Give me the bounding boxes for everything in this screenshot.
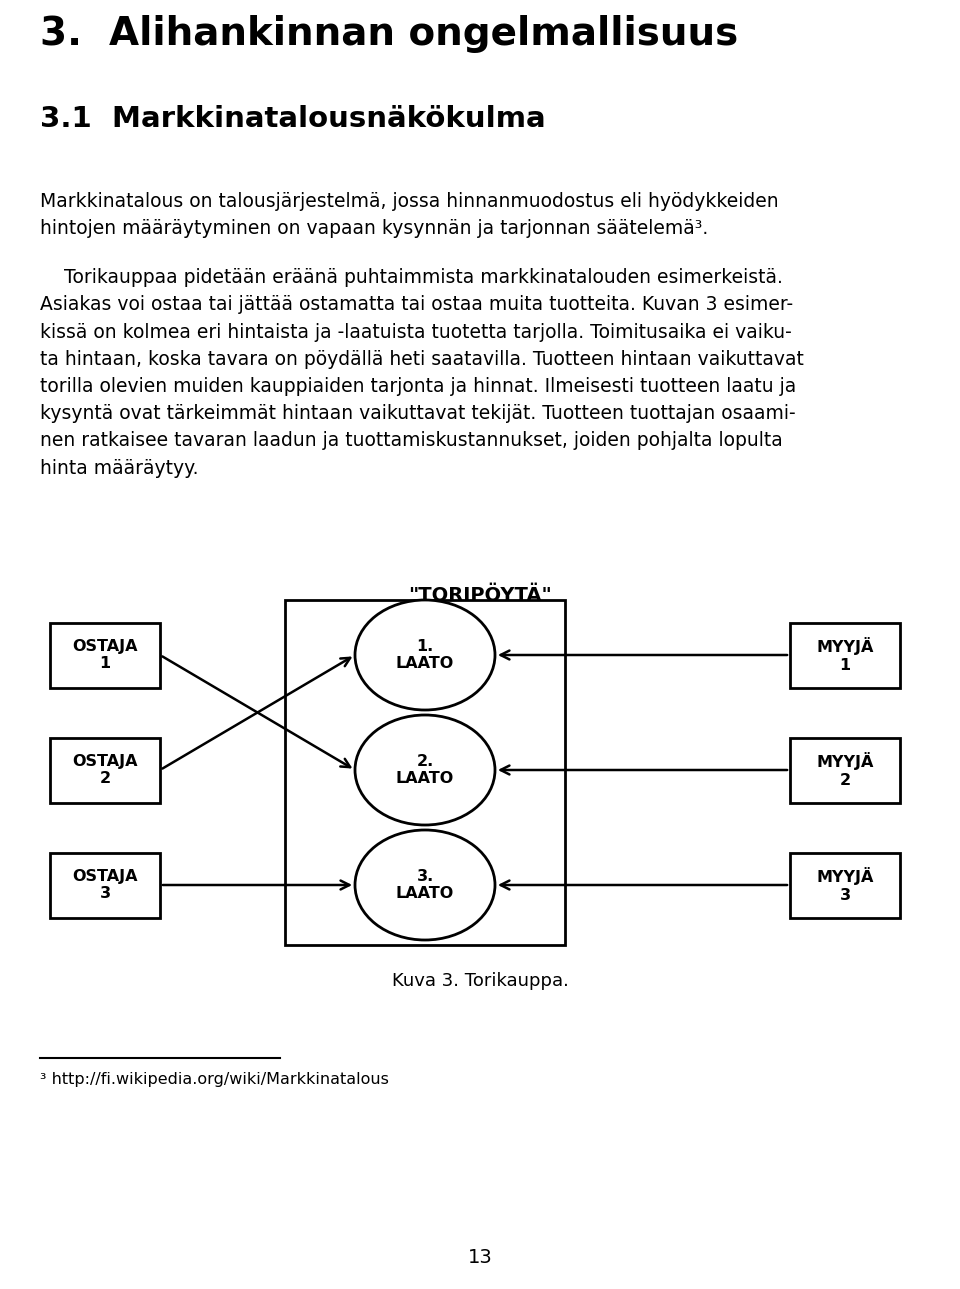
Bar: [50, 737, 160, 803]
Bar: [790, 623, 900, 687]
Ellipse shape: [355, 715, 495, 825]
Bar: [790, 737, 900, 803]
Text: MYYJÄ
1: MYYJÄ 1: [816, 637, 874, 673]
Text: 3.1  Markkinatalousnäkökulma: 3.1 Markkinatalousnäkökulma: [40, 104, 545, 133]
Bar: [50, 623, 160, 687]
Text: 3.  Alihankinnan ongelmallisuus: 3. Alihankinnan ongelmallisuus: [40, 15, 738, 53]
Text: "TORIPÖYTÄ": "TORIPÖYTÄ": [408, 586, 552, 605]
Text: Markkinatalous on talousjärjestelmä, jossa hinnanmuodostus eli hyödykkeiden
hint: Markkinatalous on talousjärjestelmä, jos…: [40, 192, 779, 238]
Ellipse shape: [355, 599, 495, 710]
Text: 3.
LAATO: 3. LAATO: [396, 869, 454, 901]
Text: OSTAJA
1: OSTAJA 1: [72, 639, 137, 672]
Text: ³ http://fi.wikipedia.org/wiki/Markkinatalous: ³ http://fi.wikipedia.org/wiki/Markkinat…: [40, 1072, 389, 1087]
Bar: [50, 852, 160, 918]
Text: Torikauppaa pidetään eräänä puhtaimmista markkinatalouden esimerkeistä.
Asiakas : Torikauppaa pidetään eräänä puhtaimmista…: [40, 268, 804, 478]
Text: OSTAJA
3: OSTAJA 3: [72, 869, 137, 901]
Bar: [790, 852, 900, 918]
Text: 13: 13: [468, 1248, 492, 1267]
Text: MYYJÄ
2: MYYJÄ 2: [816, 753, 874, 788]
Bar: [285, 599, 565, 945]
Text: 1.
LAATO: 1. LAATO: [396, 639, 454, 672]
Ellipse shape: [355, 830, 495, 940]
Text: 2.
LAATO: 2. LAATO: [396, 754, 454, 786]
Text: Kuva 3. Torikauppa.: Kuva 3. Torikauppa.: [392, 972, 568, 990]
Text: OSTAJA
2: OSTAJA 2: [72, 754, 137, 786]
Text: MYYJÄ
3: MYYJÄ 3: [816, 867, 874, 902]
